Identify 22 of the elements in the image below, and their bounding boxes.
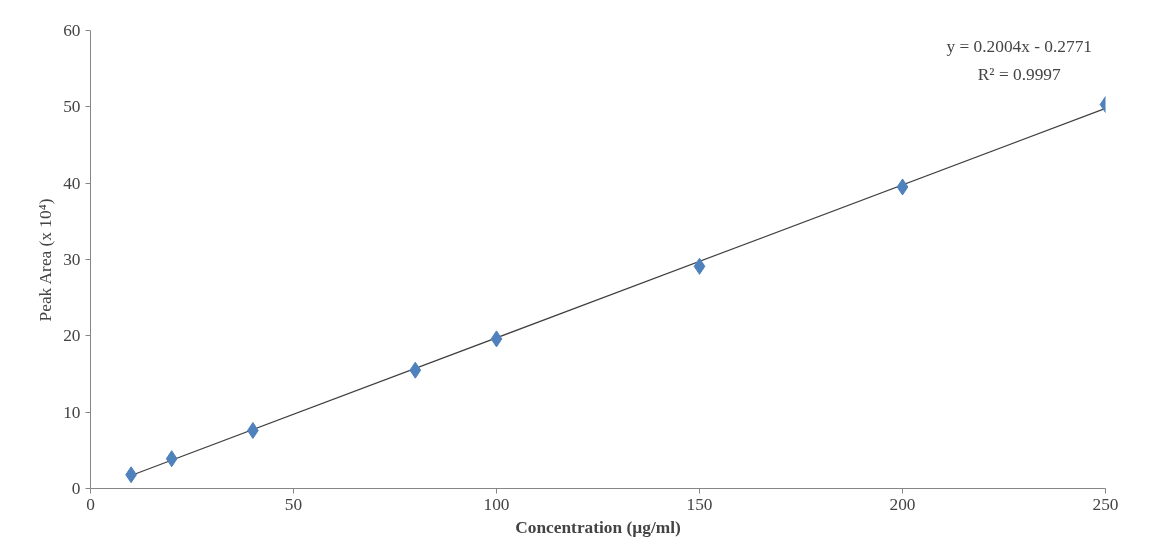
x-axis-title: Concentration (µg/ml) bbox=[515, 517, 681, 537]
annotation: R² = 0.9997 bbox=[977, 64, 1061, 84]
point bbox=[409, 361, 422, 379]
x-tick-label: 50 bbox=[284, 494, 303, 514]
point bbox=[165, 450, 178, 468]
y-tick-label: 60 bbox=[63, 21, 81, 40]
y-tick-label: 10 bbox=[63, 402, 81, 422]
x-tick-label: 100 bbox=[483, 494, 510, 514]
point bbox=[490, 330, 503, 348]
annotation: y = 0.2004x - 0.2771 bbox=[946, 37, 1092, 57]
y-axis-title: Peak Area (x 10⁴) bbox=[36, 198, 56, 322]
y-tick-label: 20 bbox=[63, 326, 81, 346]
point bbox=[896, 178, 909, 196]
x-tick-label: 150 bbox=[686, 494, 713, 514]
x-tick-label: 250 bbox=[1092, 494, 1119, 514]
y-tick-label: 0 bbox=[71, 479, 81, 498]
x-tick-label: 0 bbox=[86, 494, 95, 514]
y-tick-label: 30 bbox=[63, 250, 81, 269]
y-tick-label: 40 bbox=[63, 173, 81, 193]
point bbox=[693, 257, 706, 275]
x-tick-label: 200 bbox=[889, 494, 916, 514]
y-tick-label: 50 bbox=[63, 97, 81, 117]
